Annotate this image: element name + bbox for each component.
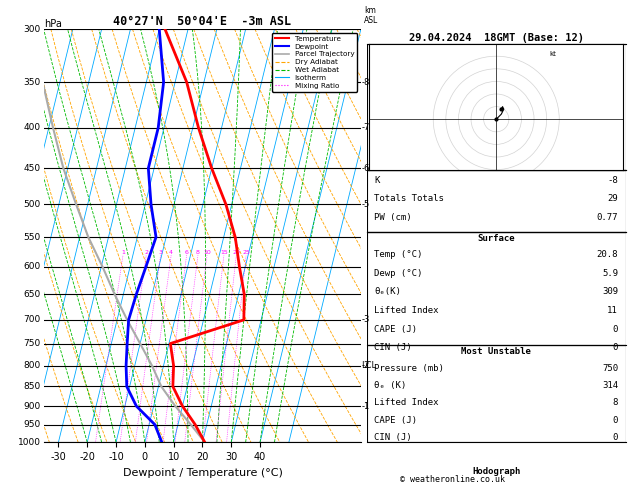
Text: CAPE (J): CAPE (J) (374, 325, 418, 333)
Text: 25: 25 (242, 250, 250, 255)
Text: km
ASL: km ASL (364, 6, 378, 25)
X-axis label: Dewpoint / Temperature (°C): Dewpoint / Temperature (°C) (123, 468, 282, 478)
Text: -8: -8 (608, 176, 618, 185)
Text: 600: 600 (24, 262, 41, 272)
Text: 800: 800 (24, 361, 41, 370)
Text: CAPE (J): CAPE (J) (374, 416, 418, 425)
Text: 309: 309 (602, 287, 618, 296)
Text: θₑ(K): θₑ(K) (374, 287, 401, 296)
Text: kt: kt (549, 51, 556, 57)
Text: 4: 4 (169, 250, 173, 255)
Text: 5.9: 5.9 (602, 269, 618, 278)
Text: hPa: hPa (44, 19, 62, 29)
Text: Hodograph: Hodograph (472, 467, 520, 476)
Text: © weatheronline.co.uk: © weatheronline.co.uk (401, 474, 505, 484)
Legend: Temperature, Dewpoint, Parcel Trajectory, Dry Adiabat, Wet Adiabat, Isotherm, Mi: Temperature, Dewpoint, Parcel Trajectory… (272, 33, 357, 92)
Text: CIN (J): CIN (J) (374, 433, 412, 442)
Text: 450: 450 (24, 164, 41, 173)
Text: Temp (°C): Temp (°C) (374, 250, 423, 259)
Text: 1000: 1000 (18, 438, 41, 447)
Text: 950: 950 (24, 420, 41, 429)
Text: 650: 650 (24, 290, 41, 299)
Text: 11: 11 (608, 306, 618, 315)
Text: -2: -2 (362, 361, 370, 370)
Text: 500: 500 (24, 200, 41, 209)
Text: Lifted Index: Lifted Index (374, 399, 439, 407)
Text: Most Unstable: Most Unstable (461, 347, 531, 356)
Text: 700: 700 (24, 315, 41, 324)
Text: 750: 750 (602, 364, 618, 373)
Text: Dewp (°C): Dewp (°C) (374, 269, 423, 278)
Text: -1: -1 (362, 401, 370, 411)
Text: 350: 350 (24, 78, 41, 87)
Text: Lifted Index: Lifted Index (374, 306, 439, 315)
Text: K: K (374, 176, 380, 185)
Text: 2: 2 (144, 250, 148, 255)
Text: 1: 1 (121, 250, 125, 255)
Title: 40°27'N  50°04'E  -3m ASL: 40°27'N 50°04'E -3m ASL (113, 15, 291, 28)
Text: 29: 29 (608, 194, 618, 204)
Text: 550: 550 (24, 233, 41, 242)
Text: 6: 6 (185, 250, 189, 255)
Text: -3: -3 (362, 315, 370, 324)
Text: 29.04.2024  18GMT (Base: 12): 29.04.2024 18GMT (Base: 12) (409, 34, 584, 43)
Text: 20.8: 20.8 (596, 250, 618, 259)
Text: Pressure (mb): Pressure (mb) (374, 364, 444, 373)
Text: 850: 850 (24, 382, 41, 391)
Text: θₑ (K): θₑ (K) (374, 381, 407, 390)
Text: 0: 0 (613, 325, 618, 333)
Text: -7: -7 (362, 123, 370, 132)
Text: 8: 8 (196, 250, 200, 255)
Text: LCL: LCL (362, 361, 377, 370)
Text: 0: 0 (613, 343, 618, 352)
Text: 10: 10 (203, 250, 211, 255)
Text: 300: 300 (24, 25, 41, 34)
Text: -6: -6 (362, 164, 370, 173)
Text: -8: -8 (362, 78, 370, 87)
Text: Surface: Surface (477, 234, 515, 243)
Text: 8: 8 (613, 399, 618, 407)
Text: 0.77: 0.77 (596, 213, 618, 222)
Text: Totals Totals: Totals Totals (374, 194, 444, 204)
Text: PW (cm): PW (cm) (374, 213, 412, 222)
Text: 314: 314 (602, 381, 618, 390)
Text: CIN (J): CIN (J) (374, 343, 412, 352)
Text: 900: 900 (24, 401, 41, 411)
Text: 0: 0 (613, 433, 618, 442)
Text: 20: 20 (232, 250, 240, 255)
Text: 750: 750 (24, 339, 41, 348)
Text: -5: -5 (362, 200, 370, 209)
Text: 0: 0 (613, 416, 618, 425)
Text: 3: 3 (159, 250, 162, 255)
Text: 400: 400 (24, 123, 41, 132)
Text: 15: 15 (220, 250, 228, 255)
